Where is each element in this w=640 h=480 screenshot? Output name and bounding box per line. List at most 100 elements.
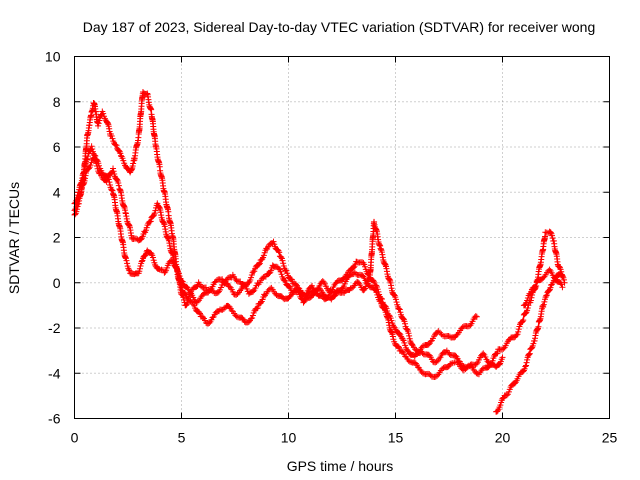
data-point-plus [499,354,506,361]
data-point-plus [239,315,246,322]
data-point-plus [278,271,285,278]
series-track-5 [520,228,566,309]
data-point-plus [547,229,554,236]
data-point-plus [277,268,284,275]
data-point-plus [520,368,527,375]
data-point-plus [390,336,397,343]
data-point-plus [373,282,380,289]
data-point-plus [287,292,294,299]
data-point-plus [88,159,95,166]
data-point-plus [93,162,100,169]
data-point-plus [522,310,529,317]
data-point-plus [89,146,96,153]
data-point-plus [234,291,241,298]
chart-title: Day 187 of 2023, Sidereal Day-to-day VTE… [83,19,596,35]
x-tick-labels: 0 5 10 15 20 25 [71,430,618,446]
data-point-plus [400,315,407,322]
data-point-plus [125,266,132,273]
data-point-plus [419,370,426,377]
data-point-plus [546,287,553,294]
data-point-plus [148,250,155,257]
data-point-plus [137,262,144,269]
data-point-plus [543,292,550,299]
data-point-plus [138,258,145,265]
data-point-plus [494,407,501,414]
x-tick-label: 5 [178,430,186,446]
data-point-plus [248,274,255,281]
data-point-plus [288,276,295,283]
y-tick-label: 6 [53,139,61,155]
series-track-4 [493,270,568,415]
data-point-plus [260,252,267,259]
data-point-plus [142,252,149,259]
data-point-plus [527,291,534,298]
data-point-plus [459,362,466,369]
data-point-plus [526,351,533,358]
data-point-plus [147,218,154,225]
data-point-plus [520,317,527,324]
data-point-plus [96,117,103,124]
data-point-plus [487,360,494,367]
data-point-plus [109,187,116,194]
data-point-plus [223,280,230,287]
data-point-plus [341,274,348,281]
data-point-plus [103,178,110,185]
data-point-plus [124,260,131,267]
data-point-plus [88,143,95,150]
data-point-plus [524,297,531,304]
data-point-plus [388,317,395,324]
data-point-plus [402,320,409,327]
data-point-plus [113,142,120,149]
data-point-plus [529,344,536,351]
y-tick-label: -6 [48,411,61,427]
data-point-plus [257,299,264,306]
data-point-plus [163,264,170,271]
data-point-plus [136,265,143,272]
x-tick-label: 25 [602,430,618,446]
data-point-plus [152,207,159,214]
data-point-plus [494,350,501,357]
data-point-plus [149,254,156,261]
y-tick-label: -4 [48,365,61,381]
y-tick-labels: -6 -4 -2 0 2 4 6 8 10 [45,49,61,427]
data-point-plus [353,271,360,278]
data-point-plus [267,285,274,292]
data-point-plus [136,268,143,275]
data-point-plus [459,324,466,331]
data-point-plus [541,298,548,305]
data-point-plus [499,395,506,402]
data-point-plus [270,238,277,245]
data-point-plus [196,310,203,317]
series-track-3 [71,154,566,378]
data-point-plus [95,120,102,127]
data-point-plus [513,332,520,339]
y-tick-label: 0 [53,275,61,291]
data-point-plus [252,285,259,292]
data-point-plus [183,301,190,308]
data-point-plus [392,296,399,303]
y-axis-label: SDTVAR / TECUs [6,182,22,294]
series-track-1 [71,89,480,355]
data-point-plus [286,283,293,290]
data-point-plus [375,288,382,295]
data-point-plus [395,305,402,312]
data-point-plus [543,292,550,299]
x-axis-label: GPS time / hours [287,458,394,474]
data-point-plus [361,286,368,293]
data-point-plus [300,299,307,306]
y-tick-label: 2 [53,230,61,246]
data-point-plus [559,284,566,291]
data-point-plus [524,305,531,312]
data-point-plus [249,312,256,319]
data-point-plus [280,260,287,267]
data-point-plus [377,294,384,301]
data-point-plus [87,162,94,169]
x-tick-label: 15 [388,430,404,446]
data-point-plus [366,271,373,278]
data-point-plus [218,284,225,291]
data-point-plus [206,319,213,326]
data-point-plus [196,309,203,316]
data-point-plus [515,326,522,333]
